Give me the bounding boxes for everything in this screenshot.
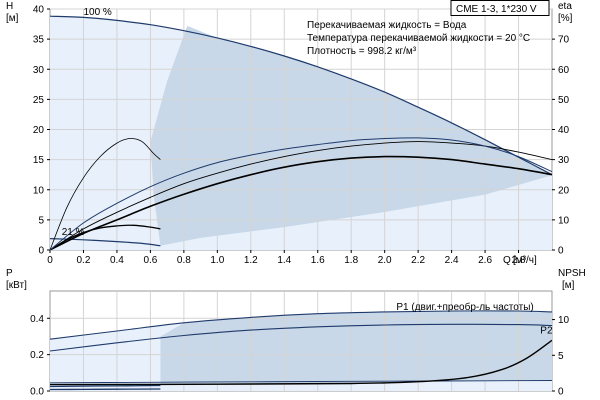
top-panel: 0 0.2 0.4 0.6 0.8 1.0 1.2 1.4 1.6 1.8 2.0 2.2 2.4 2.6… bbox=[6, 0, 573, 266]
bottom-labels: P1 (двиг.+преобр-ль частоты) P2 bbox=[396, 301, 553, 337]
top-y-right-tick-label: 70 bbox=[558, 35, 570, 46]
top-x-tick-label: 0.8 bbox=[177, 255, 191, 266]
top-x-tick-label: 1.0 bbox=[210, 255, 224, 266]
top-y-tick-label: 20 bbox=[33, 125, 45, 136]
top-y-tick-labels: 0 5 10 15 20 25 30 35 40 bbox=[33, 5, 50, 257]
bottom-y-tick-label: 0.4 bbox=[30, 314, 44, 325]
top-x-tick-label: 0.6 bbox=[143, 255, 157, 266]
power-range-dark bbox=[160, 311, 552, 386]
top-y-tick-label: 30 bbox=[33, 65, 45, 76]
top-x-tick-label: 1.4 bbox=[277, 255, 291, 266]
info-box: CME 1-3, 1*230 V Перекачиваемая жидкость… bbox=[307, 0, 550, 57]
speed-annotation: 21 % bbox=[62, 227, 85, 238]
bottom-curves bbox=[50, 310, 552, 391]
top-x-tick-label: 0.4 bbox=[110, 255, 124, 266]
bottom-y-right-label: NPSH bbox=[558, 268, 586, 279]
curve-eta_bold bbox=[50, 155, 552, 250]
bottom-panel: 0.0 0.2 0.4 0 5 10 P1 (двиг.+преобр-ль часто… bbox=[6, 268, 586, 398]
power-curve-label: P2 bbox=[540, 326, 553, 337]
curve-p1_min bbox=[50, 384, 161, 388]
bottom-y-label: P bbox=[6, 268, 13, 279]
bottom-y-tick-labels: 0.0 0.2 0.4 bbox=[30, 314, 50, 398]
top-curves bbox=[50, 15, 552, 250]
curve-eta_medium_1 bbox=[50, 141, 552, 250]
top-x-tick-label: 2.6 bbox=[478, 255, 492, 266]
bottom-y-right-tick-label: 0 bbox=[558, 387, 564, 398]
curve-eta_navy bbox=[50, 137, 552, 250]
bottom-y-right-tick-label: 5 bbox=[558, 351, 564, 362]
curve-p1_max bbox=[50, 310, 552, 340]
top-x-tick-label: 1.8 bbox=[344, 255, 358, 266]
top-y-tick-label: 10 bbox=[33, 185, 45, 196]
top-x-label: Q bbox=[503, 255, 511, 266]
bottom-grid bbox=[50, 291, 552, 391]
bottom-y-right-tick-labels: 0 5 10 bbox=[552, 315, 570, 398]
top-y-label: H bbox=[6, 1, 13, 12]
top-annotations: 100 % 21 % bbox=[62, 7, 112, 238]
title-box bbox=[450, 0, 550, 16]
curve-p2_min bbox=[50, 388, 161, 391]
top-y-tick-label: 0 bbox=[38, 246, 44, 257]
top-x-tick-label: 2.4 bbox=[445, 255, 459, 266]
top-x-tick-label: 0.2 bbox=[77, 255, 91, 266]
top-y-right-unit: [%] bbox=[558, 13, 573, 24]
info-line-1: Перекачиваемая жидкость = Вода bbox=[307, 20, 467, 31]
bottom-y-tick-label: 0.0 bbox=[30, 387, 44, 398]
top-y-right-tick-label: 30 bbox=[558, 155, 570, 166]
top-y-right-tick-label: 50 bbox=[558, 95, 570, 106]
top-x-tick-label: 2.8 bbox=[512, 255, 526, 266]
bottom-y-tick-label: 0.2 bbox=[30, 350, 44, 361]
bottom-y-right-tick-label: 10 bbox=[558, 315, 570, 326]
top-y-right-tick-label: 40 bbox=[558, 125, 570, 136]
curve-p2_max bbox=[50, 323, 552, 352]
top-x-unit: [м³/ч] bbox=[513, 255, 537, 266]
top-y-right-tick-label: 20 bbox=[558, 185, 570, 196]
top-y-tick-label: 25 bbox=[33, 95, 45, 106]
curve-eta_thin_1 bbox=[50, 138, 161, 250]
curve-eta_thin_2 bbox=[50, 224, 161, 250]
top-x-tick-label: 2.0 bbox=[378, 255, 392, 266]
top-y-right-label: eta bbox=[558, 1, 572, 12]
bottom-y-right-unit: [м] bbox=[562, 280, 575, 291]
top-x-tick-label: 2.2 bbox=[411, 255, 425, 266]
top-y-tick-label: 15 bbox=[33, 155, 45, 166]
top-y-right-tick-labels: 0 10 20 30 40 50 60 70 bbox=[552, 35, 570, 257]
info-line-3: Плотность = 998.2 кг/м³ bbox=[307, 46, 417, 57]
info-line-2: Температура перекачиваемой жидкости = 20… bbox=[307, 33, 530, 44]
top-x-tick-label: 0 bbox=[47, 255, 53, 266]
top-y-right-tick-label: 10 bbox=[558, 215, 570, 226]
top-y-tick-label: 5 bbox=[38, 215, 44, 226]
curve-head_max bbox=[50, 15, 552, 176]
bottom-y-unit: [кВт] bbox=[6, 280, 27, 291]
top-y-tick-label: 35 bbox=[33, 35, 45, 46]
curve-p_navy_flat bbox=[50, 380, 552, 384]
top-x-tick-labels: 0 0.2 0.4 0.6 0.8 1.0 1.2 1.4 1.6 1.8 2.0 2.2 2.4 2.6… bbox=[47, 250, 526, 266]
top-x-tick-label: 1.2 bbox=[244, 255, 258, 266]
top-x-tick-label: 1.6 bbox=[311, 255, 325, 266]
chart-title: CME 1-3, 1*230 V bbox=[456, 4, 537, 15]
power-curve-label: P1 (двиг.+преобр-ль частоты) bbox=[396, 301, 533, 313]
top-y-tick-label: 40 bbox=[33, 5, 45, 16]
curve-npsh bbox=[50, 339, 552, 386]
top-y-right-tick-label: 60 bbox=[558, 65, 570, 76]
top-y-unit: [м] bbox=[6, 13, 19, 24]
top-y-right-tick-label: 0 bbox=[558, 246, 564, 257]
speed-annotation: 100 % bbox=[83, 7, 111, 18]
